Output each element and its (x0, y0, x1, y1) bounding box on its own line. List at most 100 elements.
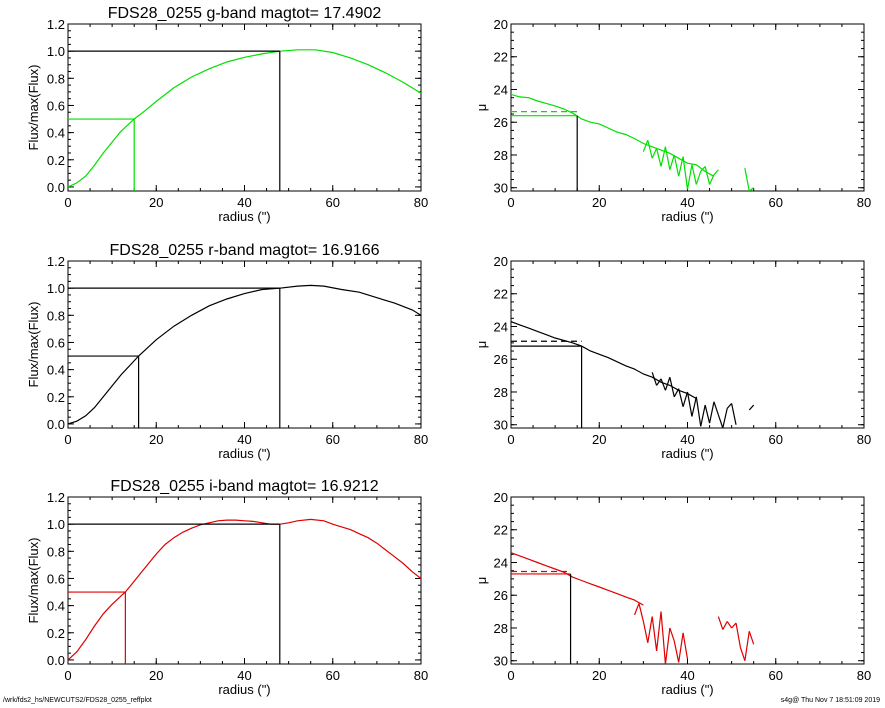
y-tick-label: 22 (494, 287, 508, 302)
y-tick-label: 22 (494, 523, 508, 538)
noise-segment (748, 631, 755, 645)
y-tick-label: 0.2 (47, 626, 65, 641)
x-tick-label: 80 (414, 432, 428, 447)
y-tick-label: 1.0 (47, 44, 65, 59)
noise-segment (642, 140, 649, 152)
x-tick-label: 60 (769, 195, 783, 210)
noise-segment (713, 401, 719, 416)
series-line (511, 552, 644, 606)
noise-segment (673, 154, 680, 177)
x-tick-label: 60 (769, 668, 783, 683)
y-tick-label: 30 (494, 418, 508, 433)
noise-segment (651, 148, 658, 159)
y-tick-label: 0.2 (47, 390, 65, 405)
noise-segment (691, 164, 697, 185)
noise-segment (642, 621, 649, 643)
x-tick-label: 0 (507, 432, 514, 447)
y-tick-label: 1.2 (47, 254, 65, 269)
y-tick-label: 30 (494, 654, 508, 669)
y-tick-label: 0.8 (47, 308, 65, 323)
noise-segment (682, 391, 689, 407)
y-tick-label: 20 (494, 254, 508, 269)
y-tick-label: 0.6 (47, 335, 65, 350)
noise-segment (744, 167, 750, 191)
noise-segment (704, 404, 711, 424)
noise-segment (682, 156, 689, 190)
x-axis-label: radius (") (218, 446, 270, 461)
y-tick-label: 26 (494, 115, 508, 130)
y-tick-label: 0.8 (47, 71, 65, 86)
noise-segment (708, 401, 715, 424)
noise-segment (709, 174, 715, 185)
y-tick-label: 24 (494, 319, 508, 334)
y-tick-label: 22 (494, 50, 508, 65)
series-line (511, 93, 715, 177)
y-tick-label: 0.6 (47, 571, 65, 586)
noise-segment (651, 616, 658, 651)
noise-segment (664, 377, 671, 391)
y-tick-label: 20 (494, 17, 508, 32)
x-axis-label: radius (") (218, 682, 270, 697)
x-tick-label: 40 (237, 195, 251, 210)
x-tick-label: 20 (149, 432, 163, 447)
noise-segment (638, 603, 644, 622)
noise-segment (669, 377, 675, 398)
noise-segment (656, 378, 662, 386)
panel-profile-i: 0 20 40 60 80 20 22 24 26 28 30 radius (") μ (474, 490, 871, 697)
noise-segment (704, 166, 711, 185)
y-tick-label: 1.2 (47, 17, 65, 32)
noise-segment (656, 611, 662, 651)
footer-file-path: /wrk/fds2_hs/NEWCUTS2/FDS28_0255_reffplo… (3, 697, 152, 704)
y-tick-label: 0.4 (47, 363, 65, 378)
footer-timestamp: s4g@ Thu Nov 7 18:51:09 2019 (780, 697, 880, 704)
noise-segment (664, 627, 671, 664)
noise-segment (660, 378, 666, 391)
noise-segment (673, 640, 680, 663)
noise-segment (660, 611, 667, 664)
noise-segment (678, 632, 684, 663)
noise-segment (700, 404, 706, 427)
noise-segment (686, 164, 693, 190)
y-axis-label: Flux/max(Flux) (26, 538, 41, 624)
panel-title: FDS28_0255 g-band magtot= 17.4902 (108, 5, 382, 22)
x-tick-label: 0 (64, 668, 71, 683)
y-axis-label: μ (474, 104, 489, 112)
noise-segment (673, 388, 680, 398)
x-tick-label: 40 (680, 432, 694, 447)
y-tick-label: 0.4 (47, 599, 65, 614)
x-tick-label: 20 (592, 195, 606, 210)
series-line (68, 49, 421, 188)
x-tick-label: 80 (414, 668, 428, 683)
panel-growth-r: 0 20 40 60 80 0.0 0.2 0.4 0.6 0.8 1.0 1.2 radius (")… (26, 242, 428, 461)
y-axis-label: μ (474, 341, 489, 349)
x-tick-label: 60 (326, 432, 340, 447)
noise-segment (717, 414, 724, 428)
x-axis-label: radius (") (661, 209, 713, 224)
x-tick-label: 0 (507, 668, 514, 683)
noise-segment (731, 622, 737, 629)
noise-segment (744, 631, 750, 661)
y-tick-label: 28 (494, 621, 508, 636)
x-tick-label: 0 (64, 432, 71, 447)
y-tick-label: 0.8 (47, 544, 65, 559)
noise-segment (713, 169, 719, 176)
noise-segment (717, 616, 724, 630)
noise-segment (633, 603, 640, 616)
x-tick-label: 40 (237, 668, 251, 683)
y-tick-label: 26 (494, 352, 508, 367)
noise-segment (656, 148, 662, 167)
noise-segment (669, 154, 675, 170)
y-tick-label: 0.6 (47, 98, 65, 113)
y-tick-label: 28 (494, 148, 508, 163)
plot-frame (67, 23, 422, 192)
data-layer (68, 49, 421, 191)
x-tick-label: 60 (326, 195, 340, 210)
y-tick-label: 1.2 (47, 490, 65, 505)
x-tick-label: 20 (149, 668, 163, 683)
noise-segment (722, 621, 728, 630)
y-tick-label: 0.0 (47, 180, 65, 195)
y-tick-label: 1.0 (47, 281, 65, 296)
y-tick-label: 0.2 (47, 153, 65, 168)
y-tick-label: 24 (494, 82, 508, 97)
